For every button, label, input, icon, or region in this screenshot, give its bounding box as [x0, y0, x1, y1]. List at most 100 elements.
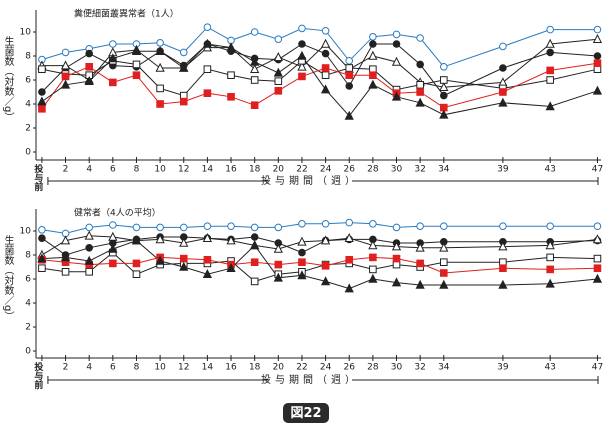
- series-line: [41, 256, 598, 274]
- point: [250, 64, 260, 73]
- point: [179, 254, 188, 263]
- point: [37, 253, 47, 263]
- point: [345, 256, 354, 264]
- point: [132, 223, 141, 232]
- x-tick-label: 22: [296, 165, 307, 175]
- point: [368, 240, 378, 250]
- point: [156, 84, 164, 93]
- y-tick-label: 10: [20, 227, 32, 237]
- x-tick-label: 12: [178, 165, 189, 175]
- x-tick-label: 32: [414, 165, 425, 175]
- point: [274, 87, 283, 95]
- point: [109, 259, 117, 268]
- point: [320, 235, 331, 245]
- point: [108, 231, 118, 241]
- point: [498, 279, 508, 289]
- point: [415, 279, 425, 289]
- x-tick-label: 28: [367, 165, 379, 175]
- x-tick-label: 16: [225, 165, 237, 175]
- point: [179, 48, 188, 57]
- figure-label: 図22: [290, 406, 321, 421]
- point: [392, 223, 401, 232]
- x-tick-label: 12: [178, 363, 189, 373]
- point: [369, 40, 377, 48]
- x-tick-label: 20: [273, 165, 285, 175]
- point: [227, 222, 235, 230]
- x-tick-label: 24: [320, 165, 332, 175]
- point: [499, 264, 507, 272]
- point: [392, 40, 401, 48]
- point: [131, 46, 142, 55]
- point: [499, 222, 507, 230]
- point: [273, 272, 283, 282]
- point: [592, 85, 603, 95]
- point: [108, 243, 118, 253]
- point: [108, 53, 118, 63]
- point: [416, 88, 424, 96]
- point: [439, 269, 448, 277]
- point: [297, 50, 307, 60]
- x-tick-label: 22: [296, 363, 307, 373]
- series-line: [41, 38, 598, 88]
- point: [250, 277, 259, 286]
- x-tick-label: 14: [202, 165, 214, 175]
- point: [85, 49, 93, 58]
- x-tick-label: 4: [86, 165, 92, 175]
- point: [369, 253, 377, 262]
- point: [298, 248, 306, 257]
- x-tick-label: 26: [344, 165, 356, 175]
- point: [38, 65, 46, 74]
- point: [273, 67, 283, 77]
- point: [250, 258, 259, 266]
- series-line: [41, 235, 598, 256]
- y-tick-label: 2: [25, 323, 31, 333]
- point: [321, 262, 330, 270]
- chart-title: 健常者（4人の平均）: [74, 207, 161, 219]
- point: [60, 79, 71, 89]
- point: [592, 273, 603, 283]
- x-tick-label: 6: [110, 165, 116, 175]
- point: [85, 244, 93, 252]
- x-tick-label: 39: [497, 165, 509, 175]
- point: [321, 71, 330, 80]
- point: [84, 255, 94, 265]
- point: [345, 218, 354, 227]
- point: [593, 254, 602, 263]
- point: [546, 222, 554, 230]
- point: [274, 77, 283, 86]
- point: [415, 97, 425, 107]
- point: [593, 222, 602, 230]
- point: [344, 110, 354, 120]
- point: [321, 49, 330, 58]
- x-tick-label: 30: [391, 363, 403, 373]
- point: [344, 283, 354, 293]
- point: [156, 223, 164, 232]
- figure-label-box: [283, 403, 329, 423]
- point: [156, 100, 164, 108]
- point: [320, 276, 331, 286]
- point: [109, 40, 117, 48]
- point: [274, 223, 283, 232]
- point: [297, 61, 307, 71]
- point: [498, 97, 508, 107]
- point: [416, 60, 424, 69]
- x-tick-label: 16: [225, 363, 237, 373]
- point: [61, 268, 70, 276]
- point: [439, 82, 449, 91]
- point: [297, 270, 307, 280]
- point: [38, 234, 46, 242]
- point: [545, 240, 555, 250]
- point: [84, 230, 94, 240]
- point: [391, 91, 402, 101]
- y-tick-label: 4: [25, 299, 31, 309]
- point: [85, 223, 93, 232]
- point: [415, 242, 425, 252]
- y-tick-label: 6: [25, 76, 31, 86]
- point: [85, 63, 93, 71]
- point: [298, 72, 306, 81]
- point: [439, 76, 448, 84]
- x-tick-label: 28: [367, 363, 379, 373]
- point: [203, 222, 212, 230]
- point: [250, 28, 259, 36]
- point: [226, 235, 236, 245]
